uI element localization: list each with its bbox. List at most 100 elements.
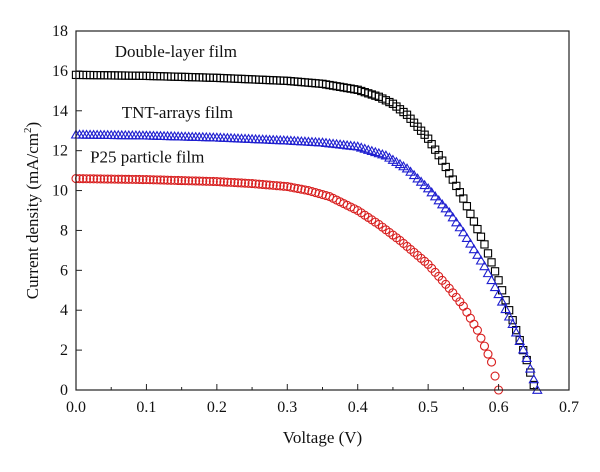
- data-point-circle: [483, 349, 493, 359]
- data-point-circle: [233, 178, 243, 188]
- data-point-triangle: [465, 238, 476, 248]
- data-point-triangle: [507, 318, 519, 329]
- data-point-circle: [254, 179, 264, 189]
- data-point-triangle: [521, 352, 533, 362]
- data-point-circle: [244, 178, 254, 188]
- data-point-triangle: [412, 173, 423, 183]
- data-point-circle: [131, 174, 141, 184]
- data-point-triangle: [468, 243, 480, 254]
- data-point-square: [504, 306, 514, 315]
- data-point-circle: [469, 319, 479, 329]
- data-point-circle: [289, 183, 299, 193]
- data-point-circle: [265, 180, 275, 190]
- data-point-triangle: [479, 260, 490, 271]
- data-point-circle: [208, 176, 218, 187]
- data-point-circle: [127, 174, 137, 184]
- y-tick-label: 10: [52, 183, 68, 200]
- data-point-circle: [286, 182, 296, 192]
- y-tick-label: 4: [60, 302, 68, 319]
- data-point-square: [473, 224, 482, 234]
- data-point-triangle: [443, 206, 455, 217]
- data-point-triangle: [422, 183, 434, 193]
- data-point-circle: [113, 174, 123, 184]
- x-tick-label: 0.6: [489, 399, 509, 416]
- x-tick-label: 0.4: [348, 399, 368, 416]
- data-point-triangle: [482, 267, 494, 278]
- x-tick-label: 0.3: [277, 399, 297, 416]
- data-point-circle: [293, 184, 303, 194]
- data-point-circle: [103, 174, 113, 184]
- y-axis-title: Current density (mA/cm2): [22, 122, 42, 299]
- data-point-circle: [465, 313, 475, 323]
- y-tick-label: 2: [60, 342, 68, 359]
- data-point-triangle: [475, 255, 487, 265]
- data-point-circle: [117, 174, 127, 184]
- data-point-circle: [148, 175, 159, 185]
- data-point-circle: [134, 174, 144, 185]
- data-point-circle: [462, 307, 472, 317]
- data-point-circle: [279, 181, 289, 191]
- data-point-square: [466, 209, 475, 218]
- series-label-tnt-arrays: TNT-arrays film: [122, 103, 233, 122]
- data-point-circle: [479, 341, 490, 351]
- data-point-circle: [145, 175, 155, 185]
- data-point-circle: [212, 177, 222, 187]
- data-point-triangle: [405, 166, 416, 176]
- data-point-circle: [268, 180, 278, 190]
- data-point-circle: [282, 182, 292, 192]
- data-point-triangle: [401, 163, 413, 173]
- data-point-triangle: [528, 373, 540, 384]
- data-point-triangle: [493, 288, 504, 299]
- data-point-circle: [194, 176, 204, 186]
- data-point-circle: [170, 175, 180, 185]
- data-point-circle: [180, 176, 190, 186]
- data-point-triangle: [440, 202, 452, 213]
- data-point-triangle: [447, 211, 459, 222]
- data-point-triangle: [450, 216, 462, 227]
- data-point-square: [519, 345, 528, 355]
- y-tick-label: 14: [52, 103, 68, 120]
- data-point-circle: [124, 174, 134, 184]
- series-2: [71, 174, 504, 395]
- data-point-circle: [222, 177, 232, 187]
- data-point-triangle: [415, 176, 427, 186]
- data-point-triangle: [500, 303, 511, 314]
- x-tick-label: 0.1: [136, 399, 156, 416]
- data-point-circle: [251, 179, 261, 189]
- data-point-square: [483, 249, 493, 258]
- data-point-circle: [82, 174, 92, 184]
- y-axis: 0 2 4 6 8 10 12 14 16 18: [52, 23, 82, 399]
- data-point-triangle: [517, 344, 529, 354]
- data-point-circle: [205, 176, 215, 186]
- data-point-circle: [247, 179, 257, 189]
- data-point-triangle: [524, 363, 536, 373]
- data-point-circle: [99, 174, 109, 184]
- data-point-circle: [106, 174, 116, 184]
- data-point-circle: [272, 181, 282, 191]
- data-point-circle: [152, 175, 162, 185]
- data-point-circle: [159, 175, 169, 185]
- data-point-triangle: [461, 232, 473, 242]
- data-point-circle: [472, 325, 482, 335]
- x-tick-label: 0.0: [66, 399, 86, 416]
- data-point-triangle: [458, 226, 469, 237]
- y-axis-title-close: ): [23, 122, 42, 128]
- data-point-circle: [486, 357, 497, 367]
- y-axis-title-sup: 2: [22, 127, 34, 133]
- data-point-circle: [201, 176, 211, 186]
- data-point-triangle: [510, 327, 522, 337]
- x-tick-label: 0.2: [207, 399, 227, 416]
- data-point-circle: [275, 181, 285, 191]
- data-point-circle: [166, 175, 176, 185]
- x-axis: 0.0 0.1 0.2 0.3 0.4 0.5 0.6 0.7: [66, 384, 579, 416]
- y-tick-label: 16: [52, 63, 68, 80]
- series-label-double-layer: Double-layer film: [115, 42, 237, 61]
- data-point-circle: [229, 178, 240, 188]
- data-point-square: [469, 217, 479, 226]
- series-label-p25: P25 particle film: [90, 148, 204, 167]
- data-point-circle: [155, 175, 166, 185]
- data-point-triangle: [503, 311, 515, 321]
- y-tick-label: 6: [60, 262, 68, 279]
- data-point-triangle: [433, 195, 445, 205]
